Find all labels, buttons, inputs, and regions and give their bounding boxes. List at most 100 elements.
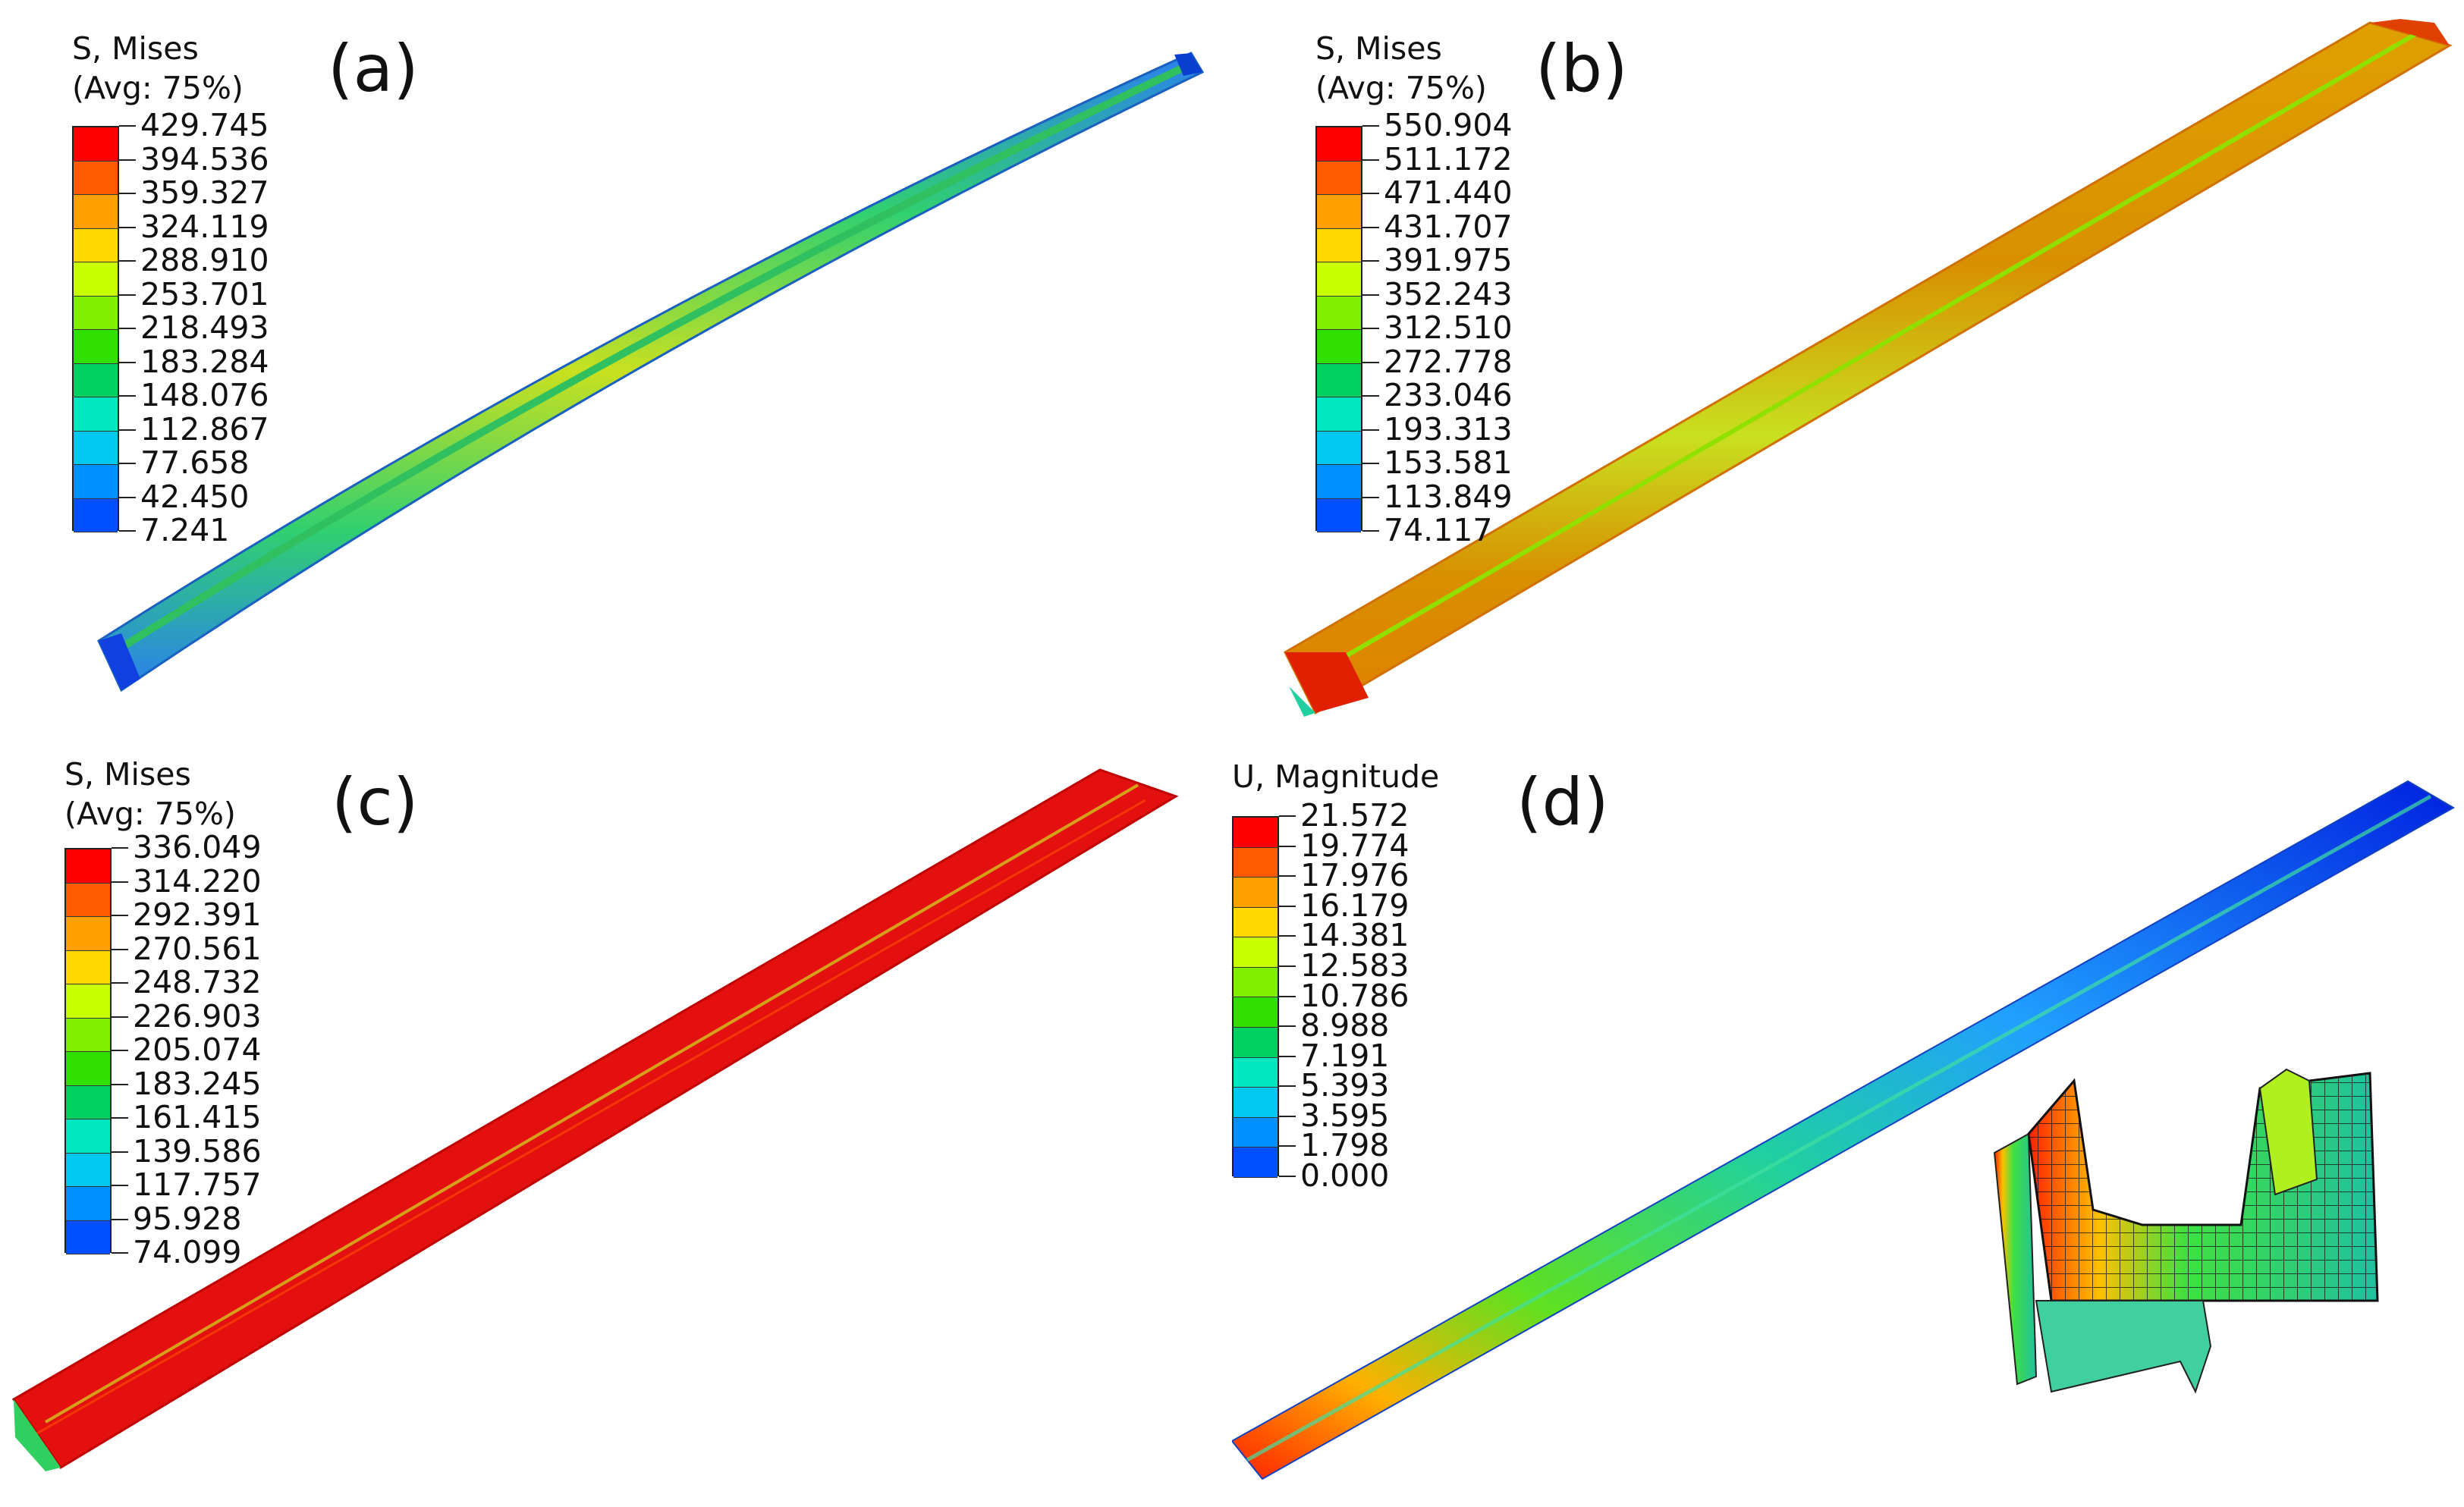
colorbar-segment [66, 917, 110, 951]
colorbar-tick [112, 1151, 128, 1153]
legend-value: 7.241 [140, 512, 230, 548]
legend-value: 19.774 [1300, 827, 1410, 864]
colorbar-tick [1279, 905, 1296, 907]
legend-title: S, Mises (Avg: 75%) [1315, 30, 1487, 106]
colorbar-tick [112, 948, 128, 950]
legend-value: 12.583 [1300, 947, 1410, 984]
colorbar-segment [1317, 228, 1361, 262]
colorbar-tick [119, 226, 136, 228]
colorbar-tick [119, 463, 136, 464]
colorbar-tick [1279, 1025, 1296, 1028]
colorbar-segment [1234, 818, 1278, 848]
colorbar-segment [74, 127, 118, 162]
colorbar [64, 848, 112, 1254]
legend-value: 153.581 [1384, 444, 1513, 481]
colorbar-segment [1317, 431, 1361, 465]
legend-value: 352.243 [1384, 275, 1513, 312]
legend-value: 233.046 [1384, 377, 1513, 413]
colorbar-tick [119, 395, 136, 397]
colorbar-tick [1362, 395, 1379, 397]
legend-value: 324.119 [140, 208, 269, 245]
colorbar-segment [66, 883, 110, 917]
legend-c: S, Mises (Avg: 75%) 336.049 314.220 292.391… [64, 755, 262, 1268]
legend-value: 218.493 [140, 309, 269, 346]
colorbar-tick [1362, 159, 1379, 161]
legend-value: 161.415 [133, 1099, 262, 1135]
legend-value: 95.928 [133, 1200, 242, 1237]
colorbar-tick [112, 847, 128, 849]
colorbar-tick [112, 881, 128, 883]
legend-value: 312.510 [1384, 309, 1513, 346]
colorbar-tick [1362, 226, 1379, 228]
colorbar-segment [74, 296, 118, 330]
panel-tag: (c) [332, 764, 419, 840]
colorbar-segment [66, 1085, 110, 1119]
beam-c-contour [11, 768, 1179, 1471]
colorbar-segment [1317, 330, 1361, 364]
colorbar-tick [119, 361, 136, 363]
colorbar-segment [1317, 363, 1361, 397]
panel-a: S, Mises (Avg: 75%) 429.745 394.536 359.327… [0, 0, 1232, 751]
colorbar-segment [1317, 465, 1361, 499]
panel-c: S, Mises (Avg: 75%) 336.049 314.220 292.391… [0, 755, 1232, 1505]
colorbar-segment [1317, 195, 1361, 229]
colorbar-tick [1362, 260, 1379, 262]
beam-b-contour [1284, 19, 2453, 717]
colorbar-segment [74, 161, 118, 195]
cross-section-inset [1993, 1068, 2379, 1394]
legend-value: 292.391 [133, 896, 262, 933]
colorbar-tick [1279, 1115, 1296, 1117]
legend-value: 429.745 [140, 107, 269, 143]
colorbar-segment [66, 1052, 110, 1086]
legend-value: 183.284 [140, 343, 269, 380]
colorbar-tick [1362, 530, 1379, 532]
legend-value: 77.658 [140, 444, 250, 481]
legend-value: 139.586 [133, 1132, 262, 1169]
legend-value: 471.440 [1384, 174, 1513, 211]
legend-value: 16.179 [1300, 887, 1410, 924]
legend-a: S, Mises (Avg: 75%) 429.745 394.536 359.327… [72, 29, 269, 546]
legend-value: 550.904 [1384, 107, 1513, 143]
legend-value: 431.707 [1384, 208, 1513, 245]
panel-d: U, Magnitude 21.572 19.774 17.976 16.179 14.… [1232, 755, 2464, 1505]
colorbar-segment [66, 984, 110, 1019]
colorbar [72, 126, 119, 532]
legend-value: 193.313 [1384, 410, 1513, 447]
legend-value: 42.450 [140, 478, 250, 515]
colorbar-segment [1317, 161, 1361, 195]
beam-d-contour [1232, 780, 2456, 1480]
legend-d: U, Magnitude 21.572 19.774 17.976 16.179 14.… [1232, 757, 1440, 1191]
legend-value: 272.778 [1384, 343, 1513, 380]
colorbar-segment [1234, 907, 1278, 938]
colorbar [1315, 126, 1362, 532]
colorbar-tick [119, 125, 136, 127]
colorbar-segment [1317, 397, 1361, 432]
colorbar-tick [112, 982, 128, 984]
colorbar-tick [1362, 429, 1379, 431]
legend-value: 8.988 [1300, 1007, 1390, 1044]
colorbar-segment [74, 195, 118, 229]
legend-value: 394.536 [140, 140, 269, 177]
colorbar-segment [66, 1119, 110, 1154]
legend-value: 7.191 [1300, 1037, 1390, 1074]
legend-value: 205.074 [133, 1031, 262, 1068]
legend-value: 17.976 [1300, 857, 1410, 894]
colorbar-tick [1362, 361, 1379, 363]
legend-value: 74.117 [1384, 512, 1493, 548]
legend-value: 10.786 [1300, 977, 1410, 1014]
legend-title: U, Magnitude [1232, 758, 1440, 795]
panel-b: S, Mises (Avg: 75%) 550.904 511.172 471.440… [1232, 0, 2464, 751]
colorbar-tick [1279, 935, 1296, 937]
colorbar-tick [119, 328, 136, 329]
legend-value: 3.595 [1300, 1097, 1390, 1134]
colorbar-tick [119, 429, 136, 431]
colorbar [1232, 816, 1279, 1178]
colorbar-tick [1362, 328, 1379, 329]
colorbar-tick [1362, 496, 1379, 498]
panel-tag: (a) [328, 31, 419, 107]
colorbar-segment [1317, 296, 1361, 330]
legend-value: 74.099 [133, 1234, 242, 1270]
colorbar-segment [66, 1187, 110, 1221]
legend-value: 0.000 [1300, 1157, 1390, 1194]
colorbar-tick [1279, 965, 1296, 967]
